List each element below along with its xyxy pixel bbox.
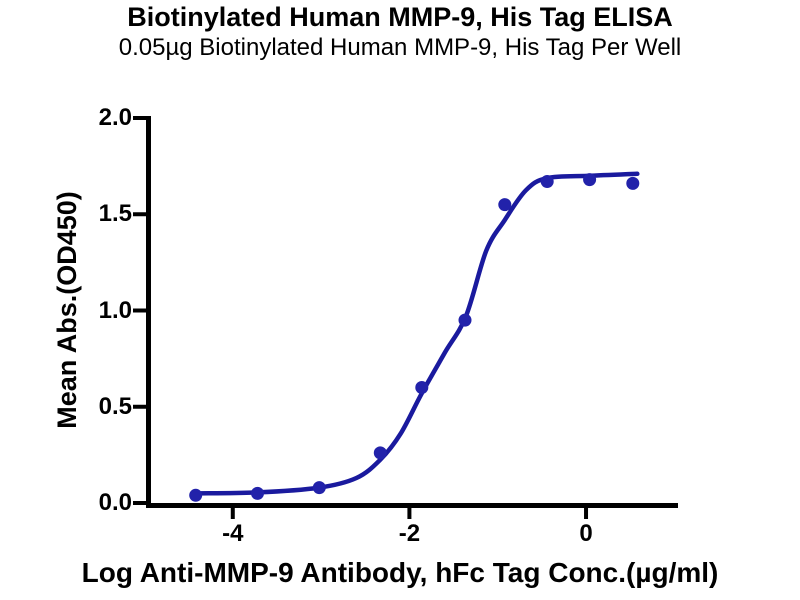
x-tick-label: -4 [222, 520, 244, 547]
chart-title: Biotinylated Human MMP-9, His Tag ELISA [127, 2, 673, 32]
data-point [189, 488, 203, 502]
y-tick-label: 2.0 [98, 104, 132, 131]
y-tick-label: 1.5 [98, 200, 132, 228]
data-point [251, 486, 264, 500]
data-point [312, 481, 326, 495]
y-tick-label: 0.5 [98, 392, 132, 420]
x-axis-label: Log Anti-MMP-9 Antibody, hFc Tag Conc.(µ… [81, 557, 719, 588]
x-axis-spine [146, 503, 678, 508]
x-tick-label: 0 [579, 520, 593, 547]
x-tick-mark [584, 507, 589, 519]
y-tick-mark [133, 404, 146, 409]
data-point [458, 313, 472, 327]
x-tick-mark [230, 507, 235, 519]
y-tick-mark [133, 308, 146, 313]
data-point [415, 381, 429, 394]
x-tick-label: -2 [398, 520, 421, 547]
data-point [373, 446, 387, 460]
y-tick-mark [133, 501, 146, 505]
data-point [498, 198, 512, 212]
y-tick-label: 0.0 [98, 489, 132, 516]
y-tick-mark [133, 212, 146, 217]
fit-curve [193, 171, 640, 496]
y-axis-spine [146, 116, 151, 508]
data-point [540, 175, 554, 188]
y-tick-mark [133, 116, 146, 120]
data-point [583, 173, 597, 187]
y-tick-label: 1.0 [98, 296, 132, 324]
data-point [626, 176, 640, 190]
x-tick-mark [407, 507, 412, 519]
chart-subtitle: 0.05µg Biotinylated Human MMP-9, His Tag… [118, 34, 682, 61]
